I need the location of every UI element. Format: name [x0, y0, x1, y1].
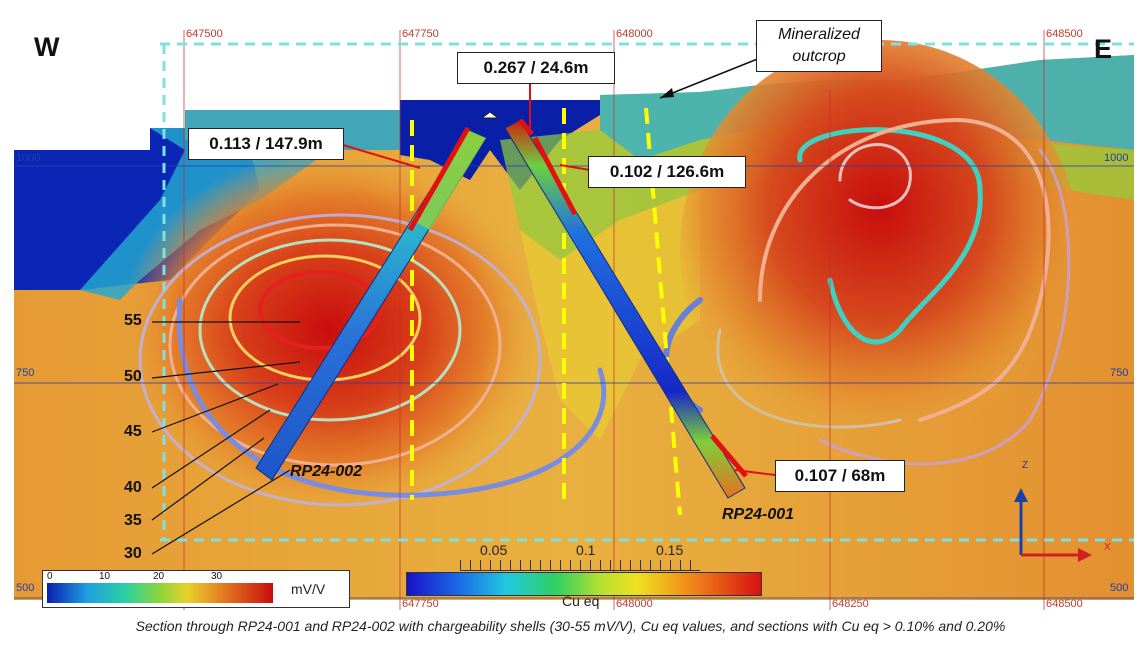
cu-legend-title: Cu eq: [562, 593, 600, 609]
chargeability-tick: 30: [211, 571, 223, 582]
cu-tick: 0.15: [656, 542, 684, 558]
shell-label: 50: [124, 368, 142, 385]
chargeability-shells-west: [138, 213, 607, 507]
anomaly-west: [120, 150, 540, 510]
yellow-band: [520, 190, 700, 440]
collar-marker: [480, 111, 500, 119]
shell-label: 40: [124, 479, 142, 496]
outcrop-note-line2: outcrop: [792, 48, 846, 65]
intercept-callout: 0.107 / 68m: [775, 460, 905, 492]
easting-label: 648000: [616, 598, 653, 610]
elevation-label: 750: [16, 367, 35, 379]
cu-tick-marks: [460, 560, 700, 571]
shell-label: 55: [124, 312, 142, 329]
shell-label: 45: [124, 423, 142, 440]
section-boundary: [160, 42, 1134, 542]
easting-label: 648500: [1046, 28, 1083, 40]
drillhole-rp24-001: [504, 118, 748, 499]
intercept-callout: 0.113 / 147.9m: [188, 128, 344, 160]
elevation-label: 1000: [16, 152, 41, 164]
cu-cutoff-lines: [410, 107, 682, 516]
easting-label: 648500: [1046, 598, 1083, 610]
axis-z-label: Z: [1022, 460, 1029, 471]
west-label: W: [34, 32, 60, 62]
drillhole-label-east: RP24-001: [722, 506, 795, 523]
drillhole-label-west: RP24-002: [290, 463, 363, 480]
cu-tick: 0.1: [576, 542, 596, 558]
east-label: E: [1094, 34, 1113, 64]
chargeability-legend: 0 10 20 30 mV/V: [42, 570, 350, 608]
elevation-label: 500: [1110, 582, 1129, 594]
easting-label: 648000: [616, 28, 653, 40]
elevation-label: 500: [16, 582, 35, 594]
chargeability-tick: 20: [153, 571, 165, 582]
shell-label: 30: [124, 545, 142, 562]
easting-gridlines: [183, 30, 1045, 610]
outcrop-note: Mineralized outcrop: [756, 20, 882, 72]
callout-leaders: [342, 82, 776, 476]
easting-label: 647750: [402, 28, 439, 40]
cu-tick: 0.05: [480, 542, 508, 558]
drillhole-rp24-002: [255, 126, 487, 481]
shell-leaders: [151, 321, 301, 555]
easting-label: 647500: [186, 28, 223, 40]
outcrop-leader: [659, 57, 761, 99]
intercept-callout: 0.267 / 24.6m: [457, 52, 615, 84]
easting-label: 647750: [402, 598, 439, 610]
geophysics-section: [14, 30, 1134, 610]
axis-x-label: X: [1104, 542, 1111, 553]
elevation-label: 1000: [1104, 152, 1129, 164]
anomaly-east: [680, 40, 1080, 460]
outcrop-arrowhead: [660, 88, 674, 98]
intercept-callout: 0.102 / 126.6m: [588, 156, 746, 188]
elevation-label: 750: [1110, 367, 1129, 379]
chargeability-tick: 10: [99, 571, 111, 582]
chargeability-unit: mV/V: [291, 581, 326, 597]
figure-caption: Section through RP24-001 and RP24-002 wi…: [135, 618, 1006, 634]
axis-triad: [1014, 488, 1092, 562]
cu-legend: [406, 572, 762, 596]
outcrop-note-line1: Mineralized: [778, 26, 860, 43]
easting-label: 648250: [832, 598, 869, 610]
chargeability-tick: 0: [47, 571, 53, 582]
shell-label: 35: [124, 512, 142, 529]
chargeability-colorbar: [47, 583, 273, 603]
